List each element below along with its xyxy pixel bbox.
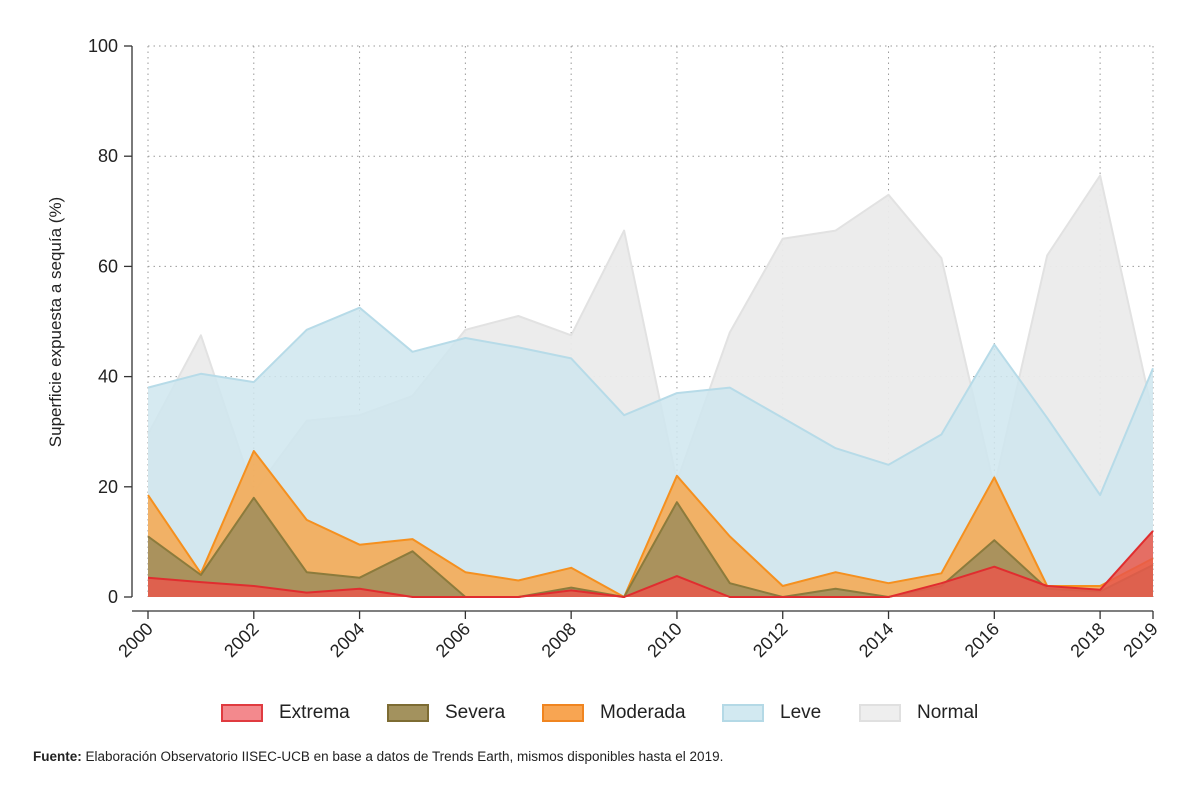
area-severa <box>148 497 1153 597</box>
legend-swatch-leve <box>722 704 764 722</box>
source-note: Fuente: Elaboración Observatorio IISEC-U… <box>33 749 723 764</box>
line-moderada <box>147 450 1154 598</box>
y-tick-label: 40 <box>98 367 118 387</box>
x-tick-label: 2002 <box>220 619 262 661</box>
legend-item-leve: Leve <box>722 700 821 726</box>
legend-label-moderada: Moderada <box>600 702 686 723</box>
legend-label-extrema: Extrema <box>279 702 350 723</box>
legend-swatch-normal <box>859 704 901 722</box>
y-tick-label: 20 <box>98 477 118 497</box>
area-leve <box>148 307 1153 597</box>
line-extrema <box>147 530 1154 598</box>
legend-item-normal: Normal <box>859 700 978 726</box>
x-tick-label: 2000 <box>114 619 156 661</box>
line-leve <box>147 306 1154 497</box>
legend-swatch-extrema <box>221 704 263 722</box>
line-severa <box>147 496 1154 598</box>
legend-item-moderada: Moderada <box>542 700 686 726</box>
legend-item-severa: Severa <box>387 700 505 726</box>
x-tick-label: 2012 <box>749 619 791 661</box>
legend-swatch-severa <box>387 704 429 722</box>
x-tick-label: 2019 <box>1119 619 1161 661</box>
drought-area-chart: 0 20 40 60 80 100 2000 2002 2004 2006 2008 2010 2012… <box>46 36 1162 661</box>
source-text: Elaboración Observatorio IISEC-UCB en ba… <box>81 749 724 764</box>
x-tick-label: 2018 <box>1066 619 1108 661</box>
area-series <box>147 174 1154 598</box>
y-axis-title: Superficie expuesta a sequía (%) <box>46 197 65 447</box>
x-tick-label: 2010 <box>643 619 685 661</box>
area-extrema <box>148 530 1153 597</box>
y-tick-label: 60 <box>98 256 118 276</box>
y-tick-label: 80 <box>98 146 118 166</box>
y-tick-label: 0 <box>108 587 118 607</box>
x-tick-label: 2006 <box>432 619 474 661</box>
legend-item-extrema: Extrema <box>221 700 350 726</box>
legend-label-severa: Severa <box>445 702 506 723</box>
legend-label-normal: Normal <box>917 702 979 723</box>
x-tick-label: 2014 <box>855 619 897 661</box>
source-prefix: Fuente: <box>33 749 82 764</box>
y-tick-label: 100 <box>88 36 118 56</box>
legend-label-leve: Leve <box>780 702 822 723</box>
legend: Extrema Severa Moderada Leve Normal <box>0 700 1200 730</box>
x-tick-label: 2016 <box>961 619 1003 661</box>
x-tick-label: 2004 <box>326 619 368 661</box>
x-tick-label: 2008 <box>538 619 580 661</box>
legend-swatch-moderada <box>542 704 584 722</box>
